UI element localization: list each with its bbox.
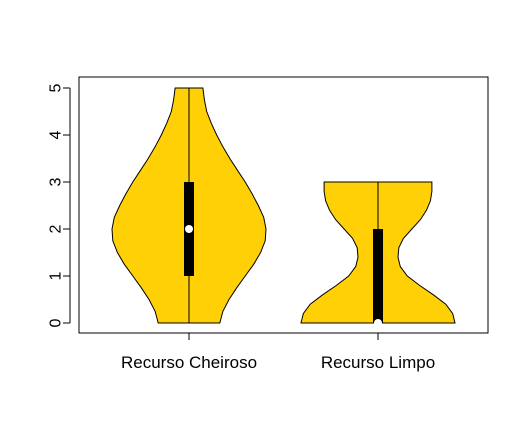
violin-median-point [185,225,193,233]
violins-layer [111,87,456,327]
x-category-label: Recurso Cheiroso [121,353,257,372]
y-axis: 0 1 2 3 4 5 [48,83,71,327]
plot-frame [78,76,489,334]
x-category-label: Recurso Limpo [321,353,435,372]
y-tick-label: 0 [48,318,65,327]
y-tick-label: 3 [48,177,65,186]
y-tick-label: 1 [48,271,65,280]
violin-iqr-box [373,229,383,323]
violin-group [300,181,456,327]
y-tick-label: 2 [48,224,65,233]
violin-group [111,87,267,324]
y-tick-label: 5 [48,83,65,92]
x-axis: Recurso Cheiroso Recurso Limpo [121,333,435,372]
y-tick-label: 4 [48,130,65,139]
violin-median-point [374,319,382,327]
